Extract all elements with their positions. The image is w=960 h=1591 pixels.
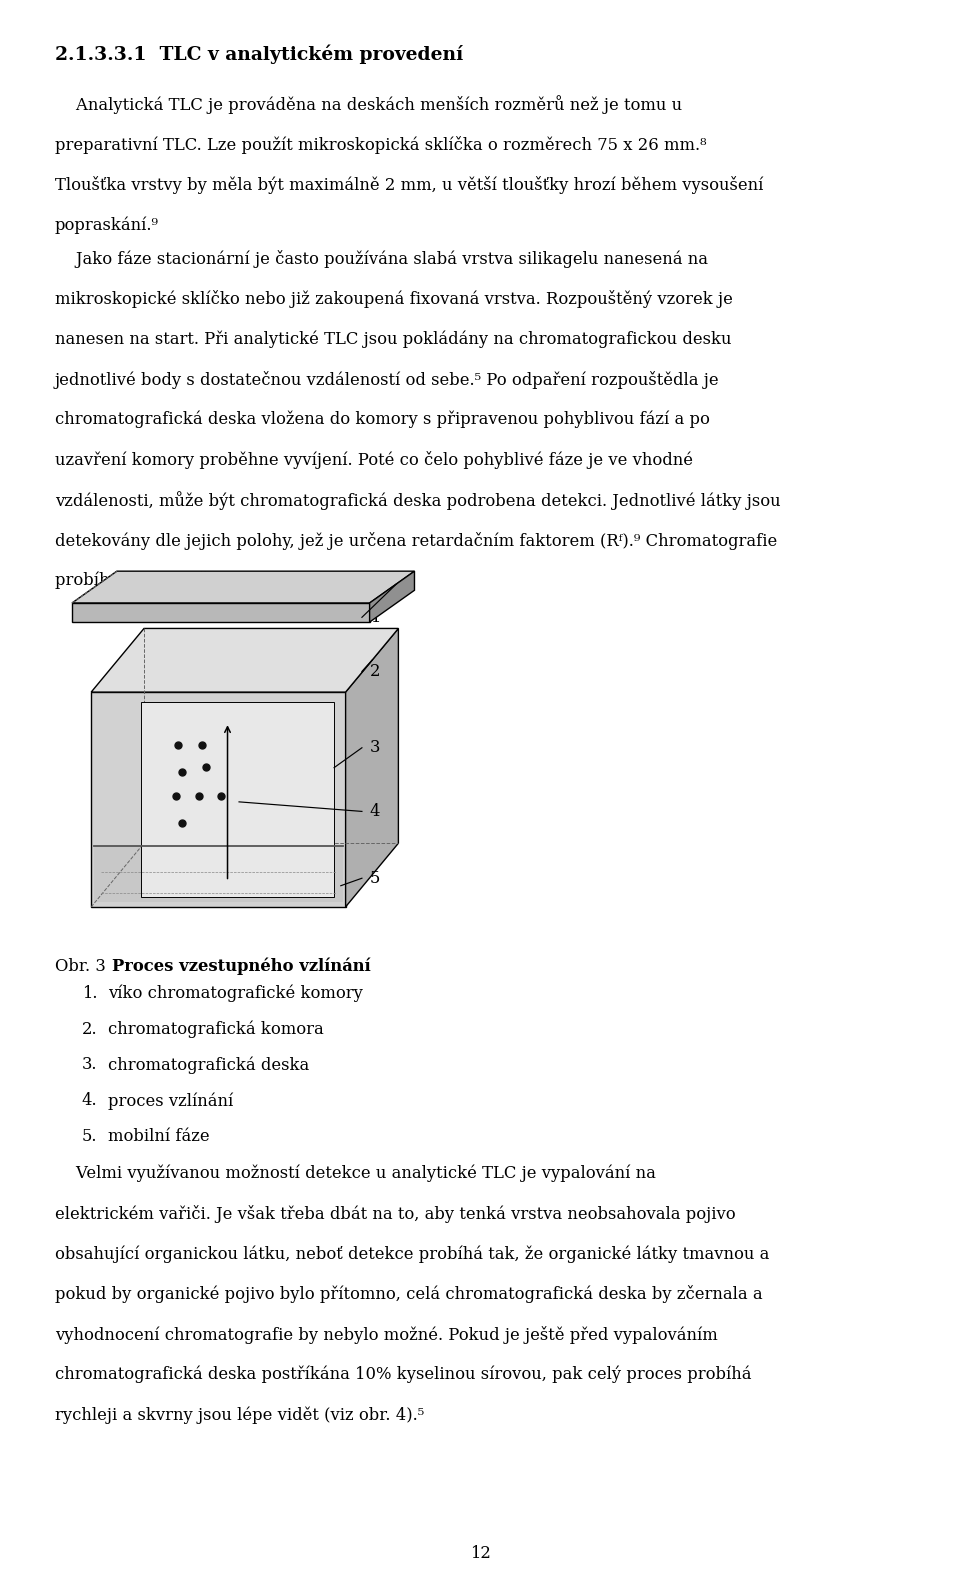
Text: probíhá vzestupně (viz obr. 3).³: probíhá vzestupně (viz obr. 3).³ bbox=[55, 571, 313, 589]
Text: 4.: 4. bbox=[82, 1091, 97, 1109]
Text: preparativní TLC. Lze použít mikroskopická sklíčka o rozměrech 75 x 26 mm.⁸: preparativní TLC. Lze použít mikroskopic… bbox=[55, 135, 707, 154]
Text: 5.: 5. bbox=[82, 1128, 97, 1146]
Text: vyhodnocení chromatografie by nebylo možné. Pokud je ještě před vypalováním: vyhodnocení chromatografie by nebylo mož… bbox=[55, 1325, 717, 1344]
Text: 2.: 2. bbox=[82, 1021, 97, 1037]
Text: 3: 3 bbox=[370, 740, 380, 756]
Polygon shape bbox=[370, 571, 415, 622]
Polygon shape bbox=[94, 846, 343, 902]
Polygon shape bbox=[91, 628, 398, 692]
Text: obsahující organickou látku, neboť detekce probíhá tak, že organické látky tmavn: obsahující organickou látku, neboť detek… bbox=[55, 1246, 769, 1263]
Text: Tloušťka vrstvy by měla být maximálně 2 mm, u větší tloušťky hrozí během vysouše: Tloušťka vrstvy by měla být maximálně 2 … bbox=[55, 177, 763, 194]
Text: 1: 1 bbox=[370, 609, 380, 625]
Text: Jako fáze stacionární je často používána slabá vrstva silikagelu nanesená na: Jako fáze stacionární je často používána… bbox=[55, 250, 708, 267]
Text: jednotlivé body s dostatečnou vzdáleností od sebe.⁵ Po odpaření rozpouštědla je: jednotlivé body s dostatečnou vzdálenost… bbox=[55, 371, 719, 388]
Text: uzavření komory proběhne vyvíjení. Poté co čelo pohyblivé fáze je ve vhodné: uzavření komory proběhne vyvíjení. Poté … bbox=[55, 452, 693, 469]
Text: Velmi využívanou možností detekce u analytické TLC je vypalování na: Velmi využívanou možností detekce u anal… bbox=[55, 1165, 656, 1182]
Text: chromatografická komora: chromatografická komora bbox=[108, 1021, 324, 1037]
Polygon shape bbox=[346, 628, 398, 907]
Polygon shape bbox=[141, 702, 334, 897]
Polygon shape bbox=[91, 692, 346, 907]
Text: víko chromatografické komory: víko chromatografické komory bbox=[108, 985, 363, 1002]
Text: 2.1.3.3.1  TLC v analytickém provedení: 2.1.3.3.1 TLC v analytickém provedení bbox=[55, 45, 463, 64]
Text: 5: 5 bbox=[370, 870, 380, 886]
Text: 3.: 3. bbox=[82, 1056, 97, 1074]
Polygon shape bbox=[72, 603, 370, 622]
Text: popraskání.⁹: popraskání.⁹ bbox=[55, 216, 158, 234]
Text: 1.: 1. bbox=[82, 985, 97, 1002]
Text: Obr. 3: Obr. 3 bbox=[55, 958, 110, 975]
Text: detekovány dle jejich polohy, jež je určena retardačním faktorem (Rᶠ).⁹ Chromato: detekovány dle jejich polohy, jež je urč… bbox=[55, 531, 777, 549]
Text: elektrickém vařiči. Je však třeba dbát na to, aby tenká vrstva neobsahovala poji: elektrickém vařiči. Je však třeba dbát n… bbox=[55, 1204, 735, 1223]
Polygon shape bbox=[72, 571, 415, 603]
Text: vzdálenosti, může být chromatografická deska podrobena detekci. Jednotlivé látky: vzdálenosti, může být chromatografická d… bbox=[55, 492, 780, 511]
Text: mobilní fáze: mobilní fáze bbox=[108, 1128, 210, 1146]
Text: pokud by organické pojivo bylo přítomno, celá chromatografická deska by zčernala: pokud by organické pojivo bylo přítomno,… bbox=[55, 1286, 762, 1303]
Text: proces vzlínání: proces vzlínání bbox=[108, 1091, 233, 1109]
Text: rychleji a skvrny jsou lépe vidět (viz obr. 4).⁵: rychleji a skvrny jsou lépe vidět (viz o… bbox=[55, 1406, 424, 1424]
Text: Analytická TLC je prováděna na deskách menších rozměrů než je tomu u: Analytická TLC je prováděna na deskách m… bbox=[55, 95, 682, 115]
Text: Proces vzestupného vzlínání: Proces vzestupného vzlínání bbox=[112, 958, 372, 975]
Text: 12: 12 bbox=[469, 1545, 491, 1562]
Text: chromatografická deska vložena do komory s připravenou pohyblivou fází a po: chromatografická deska vložena do komory… bbox=[55, 410, 709, 428]
Text: 4: 4 bbox=[370, 803, 380, 819]
Text: chromatografická deska postříkána 10% kyselinou sírovou, pak celý proces probíhá: chromatografická deska postříkána 10% ky… bbox=[55, 1365, 752, 1383]
Text: chromatografická deska: chromatografická deska bbox=[108, 1056, 310, 1074]
Text: mikroskopické sklíčko nebo již zakoupená fixovaná vrstva. Rozpouštěný vzorek je: mikroskopické sklíčko nebo již zakoupená… bbox=[55, 290, 732, 309]
Text: nanesen na start. Při analytické TLC jsou pokládány na chromatografickou desku: nanesen na start. Při analytické TLC jso… bbox=[55, 331, 732, 348]
Text: 2: 2 bbox=[370, 663, 380, 679]
